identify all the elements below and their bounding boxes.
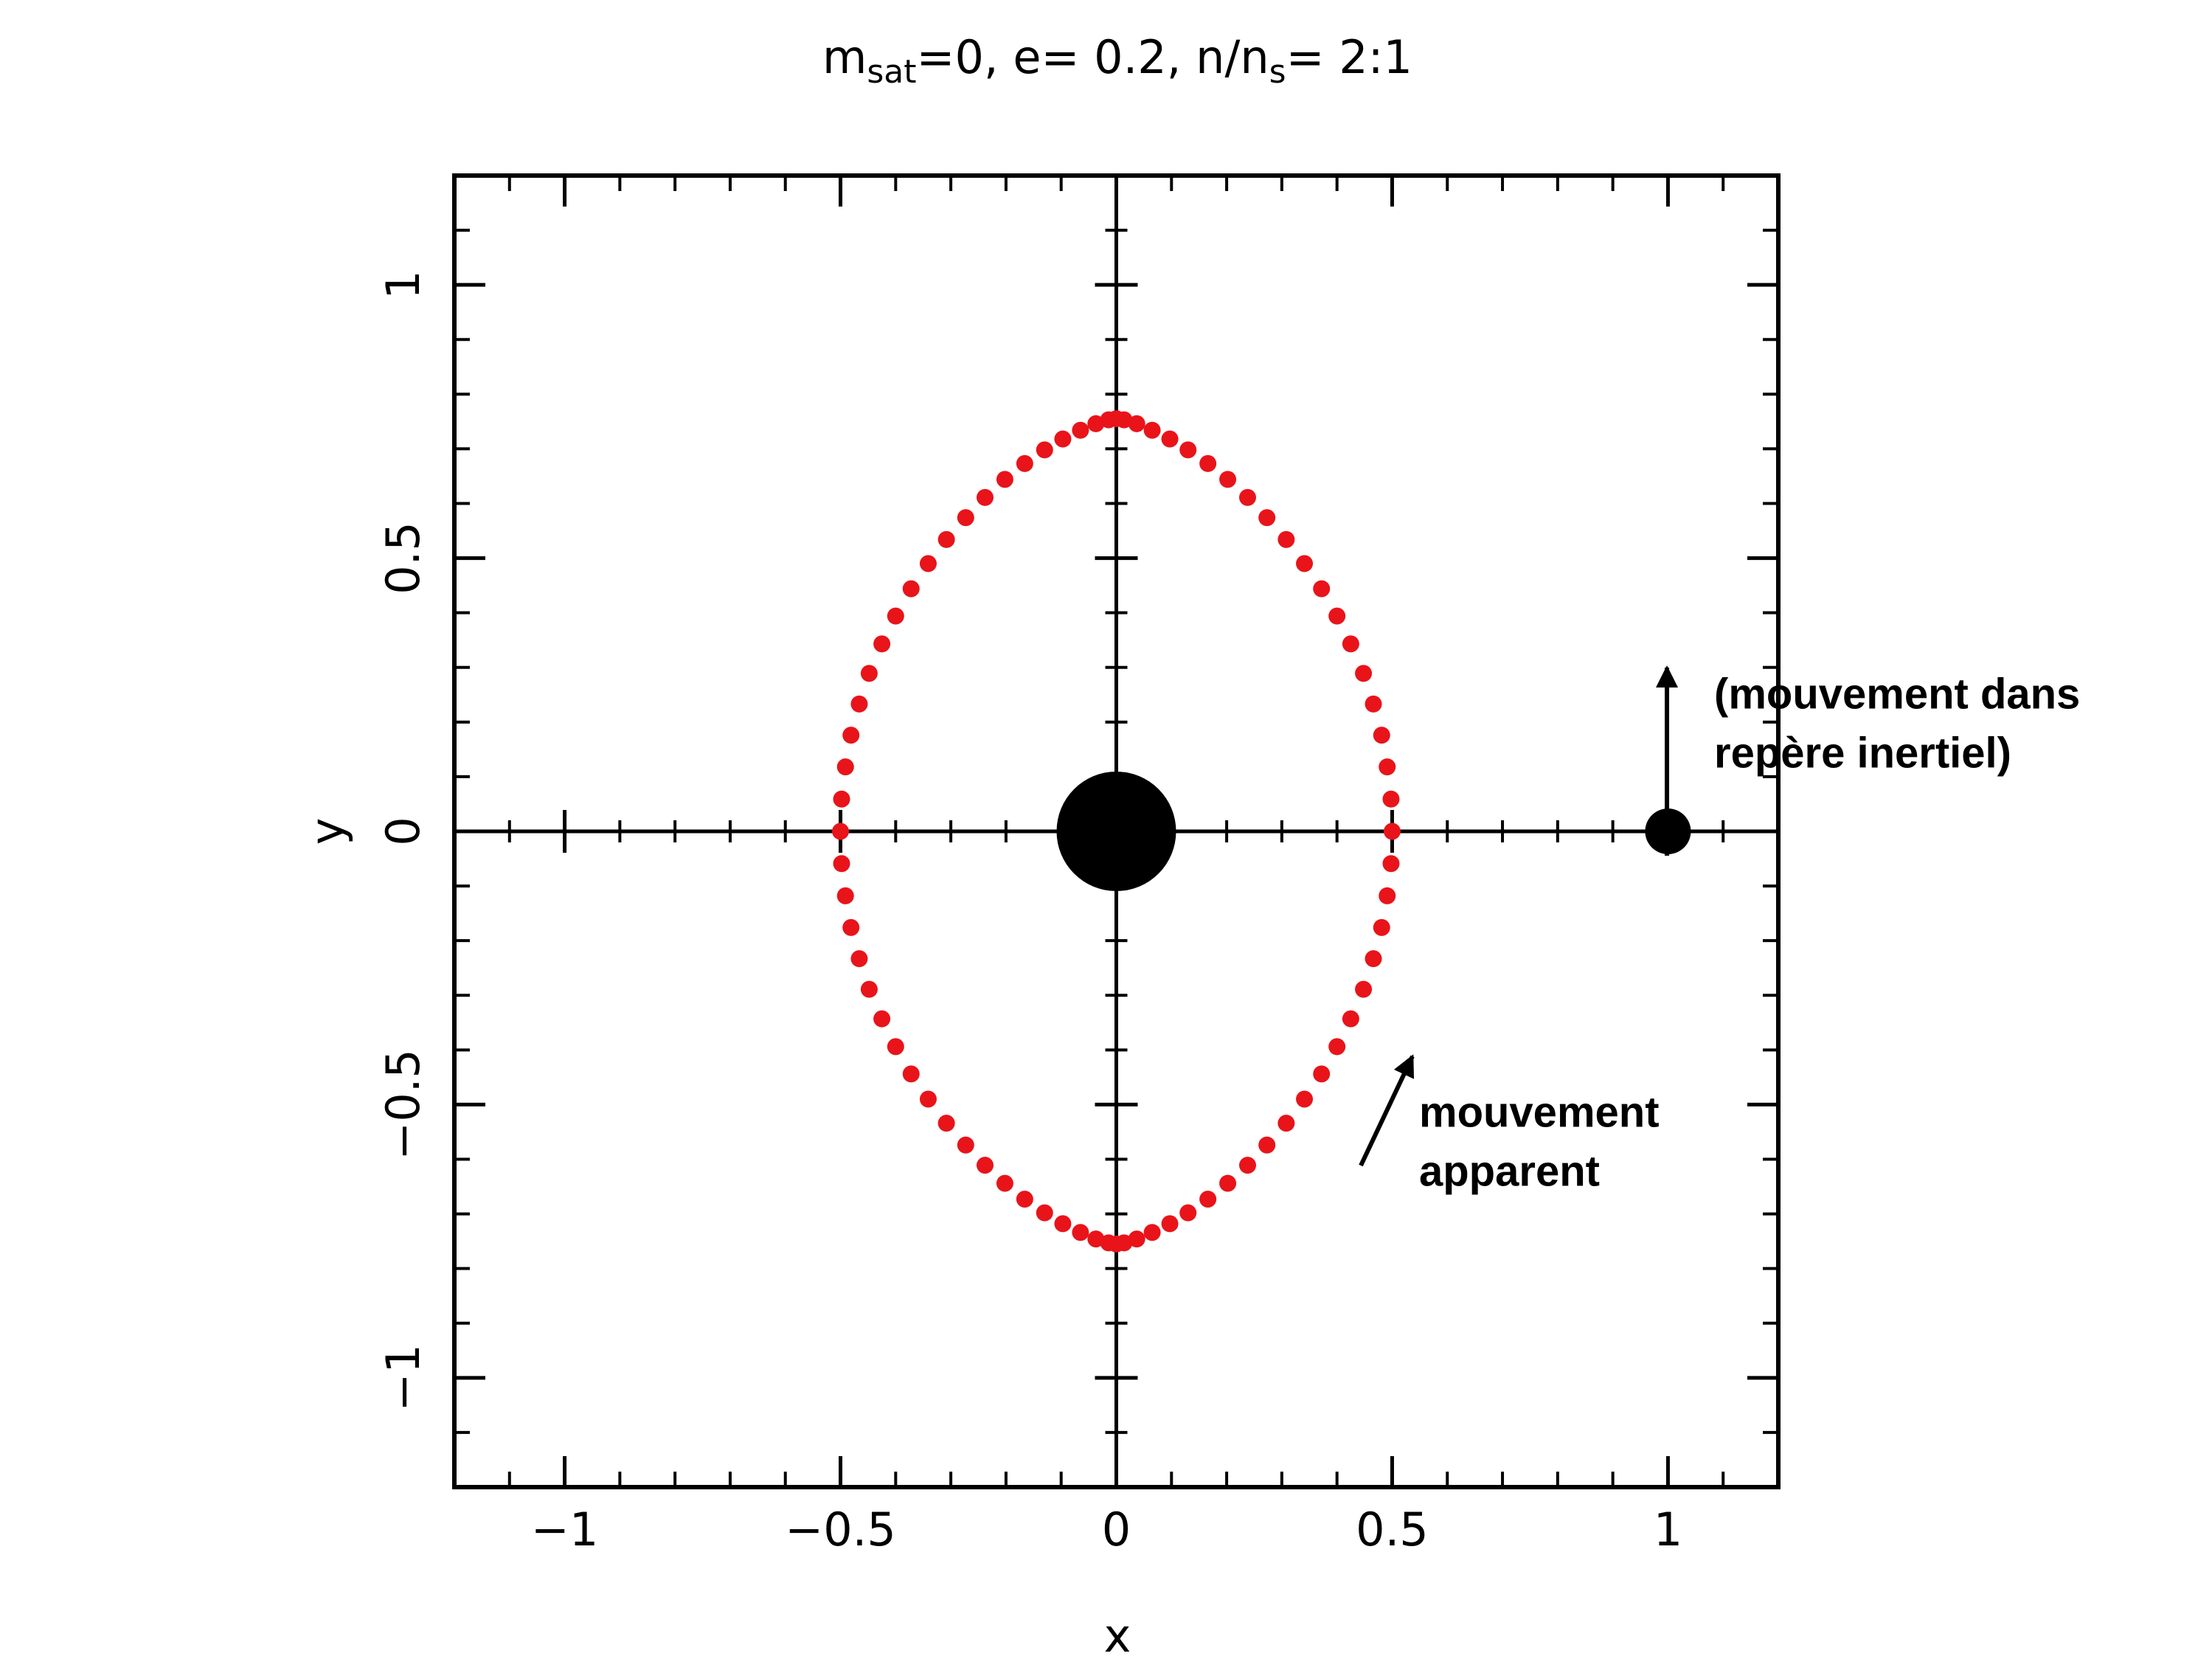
point [832, 822, 850, 840]
point [873, 635, 891, 653]
point [1016, 454, 1033, 472]
arrow [1359, 1054, 1415, 1167]
point [1342, 1010, 1359, 1028]
point [1365, 950, 1382, 968]
point [996, 471, 1013, 488]
point [1239, 488, 1257, 506]
point [1087, 415, 1105, 432]
point [1199, 1191, 1217, 1208]
point [1199, 454, 1217, 472]
point [887, 607, 904, 625]
point [1382, 855, 1400, 873]
point [1379, 887, 1396, 904]
y-tick-label: −0.5 [376, 1049, 430, 1160]
annotation: repère inertiel) [1714, 729, 2011, 777]
title-part: m [822, 30, 867, 84]
y-axis-label: y [300, 818, 354, 845]
point [902, 1065, 920, 1083]
point [919, 1090, 937, 1108]
x-axis-label: x [1104, 1609, 1131, 1659]
point [937, 530, 955, 548]
point [1179, 441, 1197, 459]
title-subscript: s [1269, 53, 1286, 91]
point [1379, 758, 1396, 776]
point [860, 665, 878, 682]
point [1161, 1215, 1179, 1233]
y-tick-label: 0 [376, 817, 430, 845]
point [860, 980, 878, 998]
point [1355, 980, 1373, 998]
point [1355, 665, 1373, 682]
point [1219, 471, 1237, 488]
annotation: apparent [1419, 1147, 1600, 1195]
point [1036, 1204, 1053, 1222]
point [1277, 530, 1295, 548]
point [1382, 790, 1400, 808]
point [976, 488, 994, 506]
point [1161, 430, 1179, 448]
point [1072, 421, 1089, 439]
point [1258, 509, 1276, 527]
point [1645, 808, 1691, 854]
title-subscript: sat [867, 53, 916, 91]
point [1373, 727, 1390, 744]
point [887, 1038, 904, 1056]
title-part: = 2:1 [1286, 30, 1412, 84]
point [850, 695, 868, 713]
point [842, 727, 860, 744]
annotation: mouvement [1419, 1088, 1660, 1136]
point [1072, 1224, 1089, 1241]
y-tick-label: −1 [376, 1344, 430, 1411]
point [1054, 430, 1072, 448]
point [1296, 555, 1314, 572]
point [842, 918, 860, 936]
point [1258, 1136, 1276, 1154]
point [1313, 1065, 1331, 1083]
point [1365, 695, 1382, 713]
point [937, 1115, 955, 1132]
point [1128, 1230, 1145, 1248]
x-tick-label: 0 [1102, 1503, 1131, 1556]
point [902, 580, 920, 598]
point [836, 887, 854, 904]
y-tick-label: 1 [376, 270, 430, 299]
point [836, 758, 854, 776]
point [1239, 1157, 1257, 1174]
point [850, 950, 868, 968]
point [957, 1136, 974, 1154]
x-tick-label: −1 [531, 1503, 598, 1556]
x-tick-label: −0.5 [785, 1503, 896, 1556]
point [976, 1157, 994, 1174]
point [1296, 1090, 1314, 1108]
point [833, 855, 850, 873]
point [919, 555, 937, 572]
y-tick-label: 0.5 [376, 522, 430, 595]
point [1016, 1191, 1033, 1208]
point [1328, 607, 1346, 625]
point [1036, 441, 1053, 459]
point [1313, 580, 1331, 598]
point [957, 509, 974, 527]
chart-title: msat=0, e= 0.2, n/ns= 2:1 [822, 30, 1412, 91]
point [1056, 772, 1176, 891]
point [1328, 1038, 1346, 1056]
title-part: =0, e= 0.2, n/n [917, 30, 1269, 84]
point [1143, 1224, 1161, 1241]
x-tick-label: 0.5 [1356, 1503, 1429, 1556]
point [833, 790, 850, 808]
point [996, 1174, 1013, 1192]
point [1219, 1174, 1237, 1192]
point [1342, 635, 1359, 653]
point [1383, 822, 1401, 840]
x-tick-label: 1 [1654, 1503, 1682, 1556]
point [1143, 421, 1161, 439]
annotation: (mouvement dans [1714, 670, 2080, 718]
point [1373, 918, 1390, 936]
point [873, 1010, 891, 1028]
point [1054, 1215, 1072, 1233]
point [1277, 1115, 1295, 1132]
point [1179, 1204, 1197, 1222]
